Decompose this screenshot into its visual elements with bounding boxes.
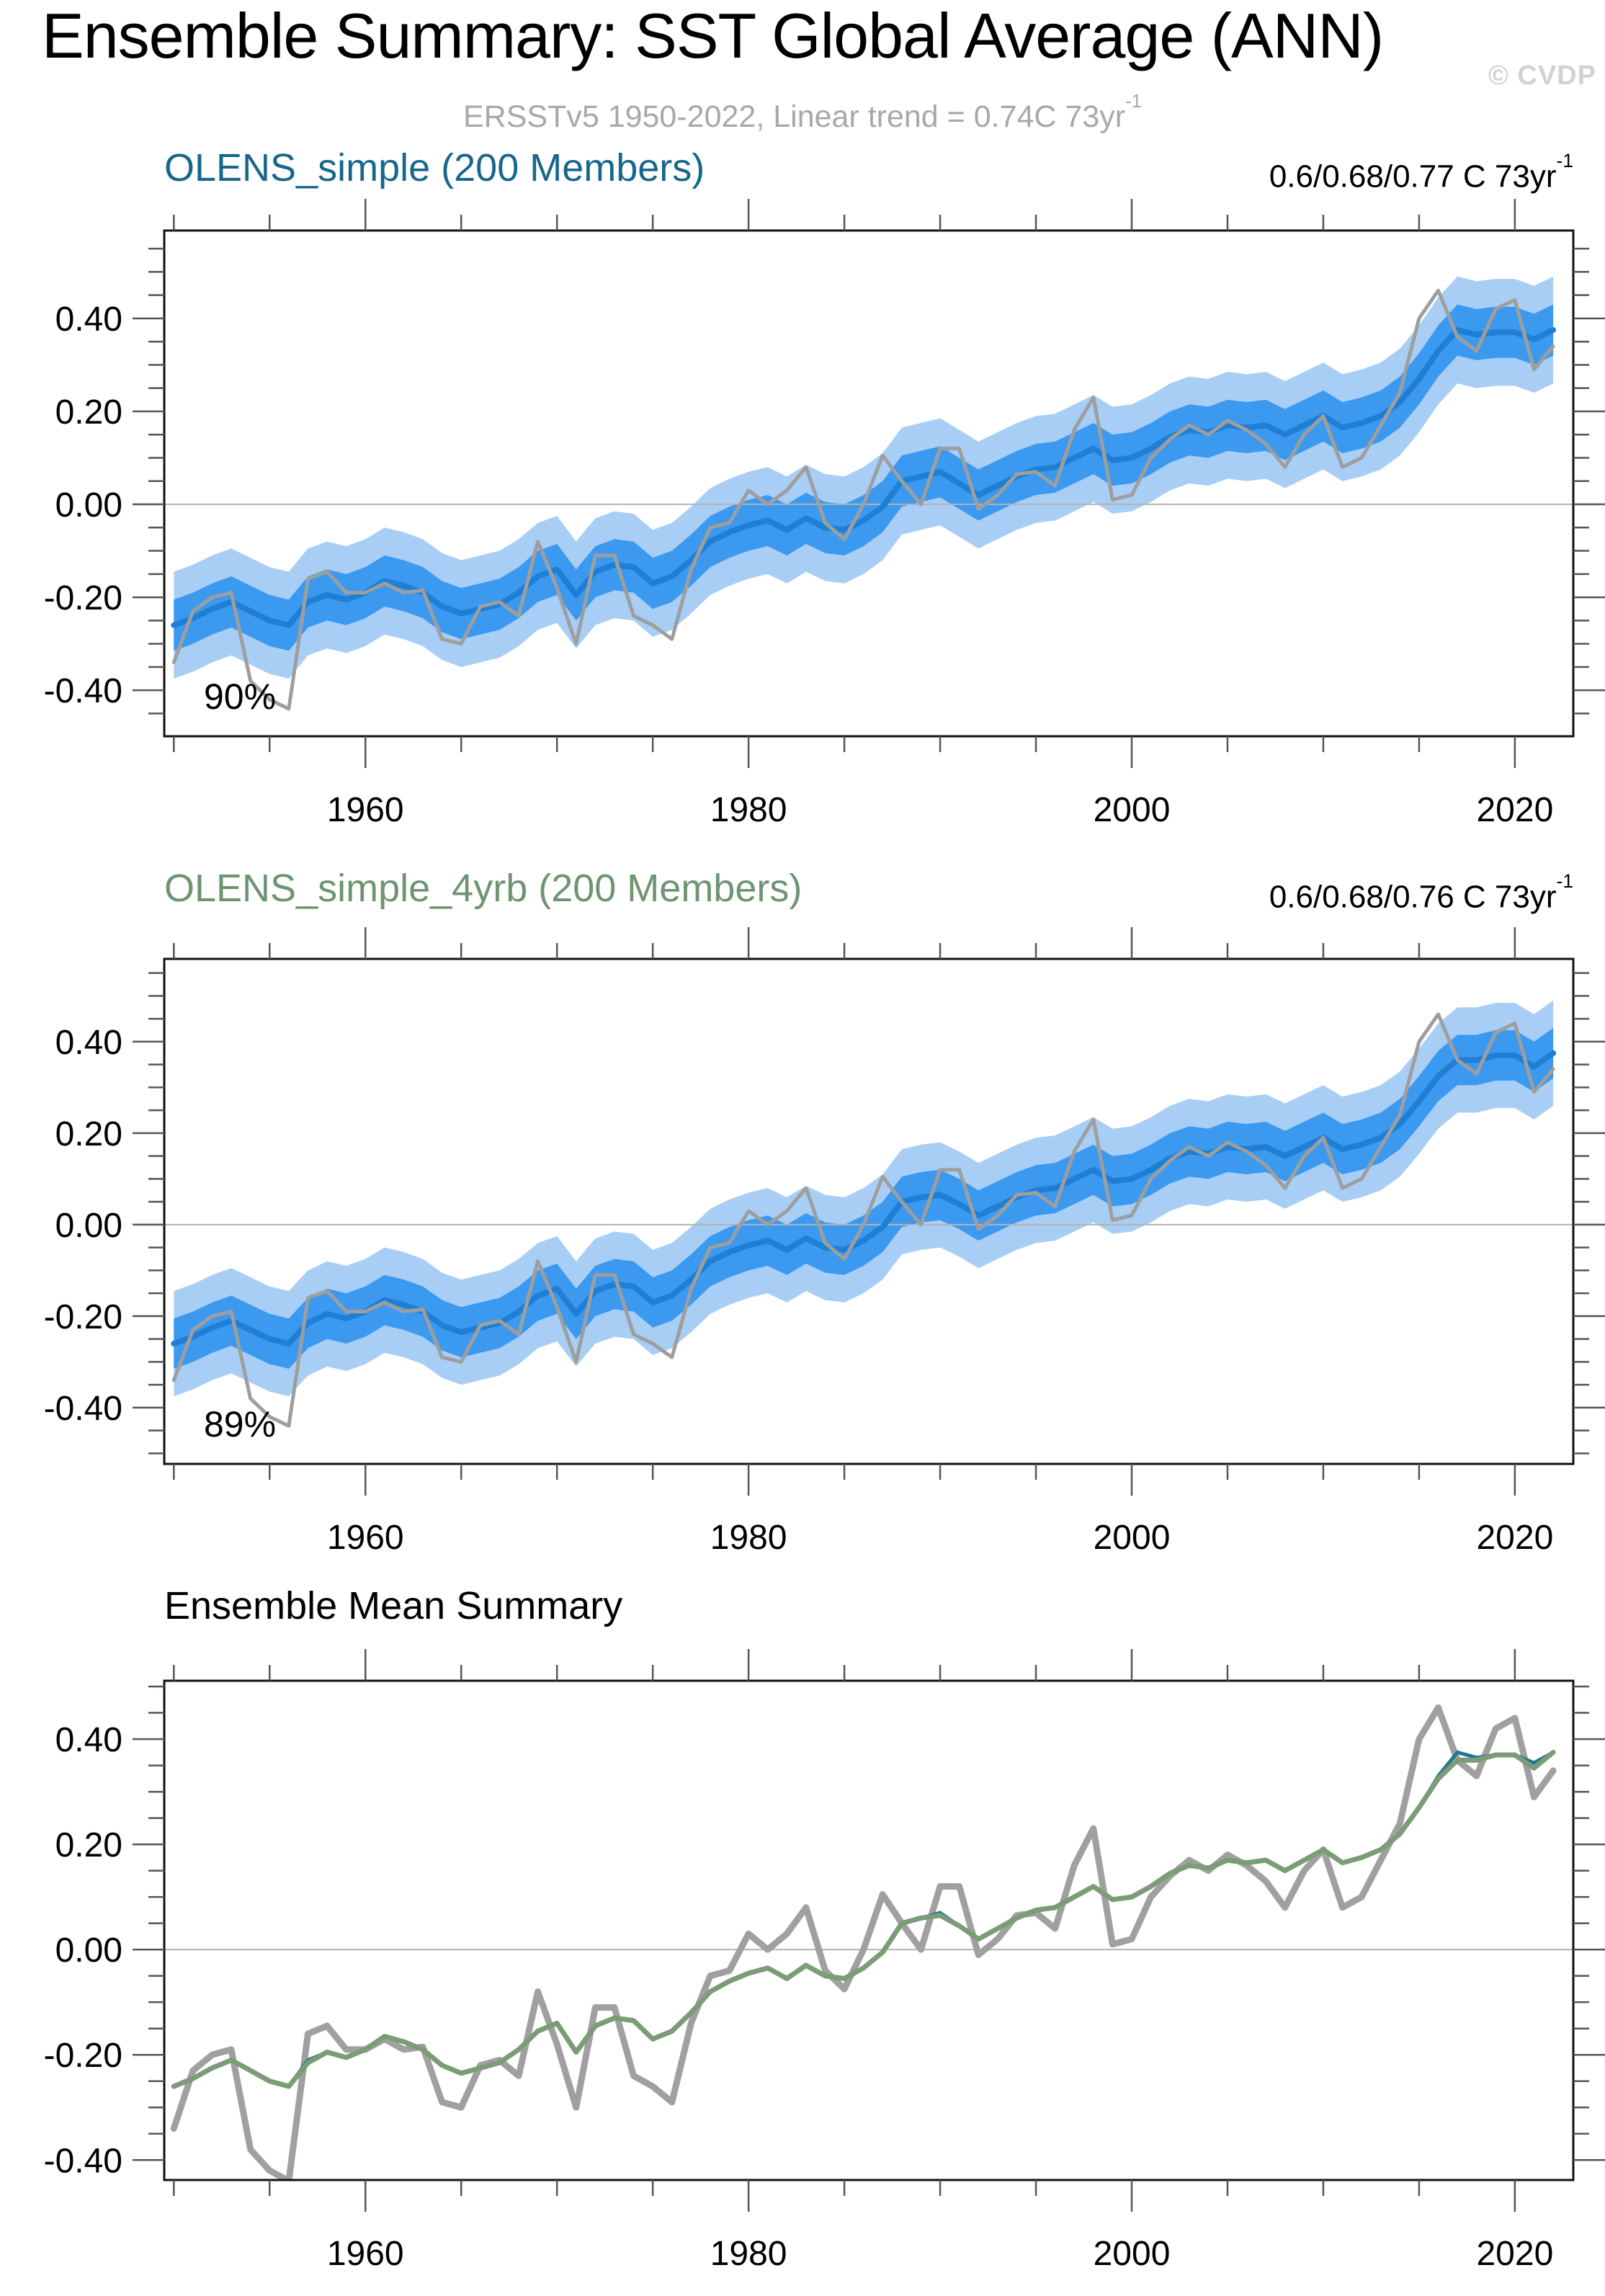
trend-superscript: -1 xyxy=(1556,870,1573,893)
y-axis-tick-label: -0.40 xyxy=(44,1390,122,1428)
trend-text: 0.6/0.68/0.76 C 73yr xyxy=(1269,879,1557,915)
x-axis-tick-label: 2020 xyxy=(1476,791,1553,829)
axis-ticks xyxy=(133,1649,1605,2212)
uncertainty-band-inner xyxy=(174,304,1554,651)
panel-title-ensemble-mean-summary: Ensemble Mean Summary xyxy=(164,1584,623,1627)
obs-ersstv5-line xyxy=(170,1704,1557,2180)
coverage-label: 90% xyxy=(204,676,276,717)
plot-frame xyxy=(163,1679,1575,2181)
y-axis-tick-label: 0.40 xyxy=(55,1024,122,1062)
cvdp-watermark: © CVDP xyxy=(1488,61,1596,91)
x-axis-tick-label: 1980 xyxy=(710,2235,787,2273)
plot-frame xyxy=(163,229,1575,738)
x-axis-tick-label: 2020 xyxy=(1476,2235,1553,2273)
x-axis-tick-label: 1960 xyxy=(327,791,404,829)
y-axis-tick-label: -0.40 xyxy=(44,2142,122,2180)
obs-ersstv5-line xyxy=(171,288,1555,711)
trend-superscript: -1 xyxy=(1556,150,1573,172)
page-subtitle: ERSSTv5 1950-2022, Linear trend = 0.74C … xyxy=(0,91,1605,135)
axis-ticks xyxy=(133,927,1605,1496)
x-axis-tick-label: 2020 xyxy=(1476,1519,1553,1557)
x-axis-tick-label: 2000 xyxy=(1094,791,1171,829)
page-title: Ensemble Summary: SST Global Average (AN… xyxy=(42,0,1384,71)
obs-ersstv5-line xyxy=(171,1012,1555,1428)
y-axis-tick-label: 0.00 xyxy=(55,1207,122,1245)
y-axis-tick-label: -0.20 xyxy=(44,1298,122,1336)
subtitle-superscript: -1 xyxy=(1125,91,1143,112)
panel-olens_simple_4yrb: -0.40 -0.20 0.00 0.20 0.40 1960 1980 2000 2020 89… xyxy=(44,927,1605,1557)
x-axis-tick-label: 2000 xyxy=(1094,1519,1171,1557)
trend-label-olens-simple-4yrb: 0.6/0.68/0.76 C 73yr-1 xyxy=(1269,870,1573,916)
panel-ensemble_mean_summary: -0.40 -0.20 0.00 0.20 0.40 1960 1980 2000 2020 xyxy=(44,1649,1605,2273)
x-axis-tick-label: 1960 xyxy=(327,1519,404,1557)
panel-olens_simple: -0.40 -0.20 0.00 0.20 0.40 1960 1980 2000 2020 90… xyxy=(44,199,1605,829)
olens-simple-4yrb-mean-line xyxy=(171,1749,1556,2089)
x-axis-tick-label: 1960 xyxy=(327,2235,404,2273)
y-axis-tick-label: -0.20 xyxy=(44,2037,122,2075)
trend-text: 0.6/0.68/0.77 C 73yr xyxy=(1269,158,1557,195)
y-axis-tick-label: 0.00 xyxy=(55,1931,122,1970)
trend-label-olens-simple: 0.6/0.68/0.77 C 73yr-1 xyxy=(1269,150,1573,195)
plot-frame xyxy=(163,957,1575,1465)
y-axis-tick-label: 0.20 xyxy=(55,1115,122,1153)
y-axis-tick-label: 0.40 xyxy=(55,1721,122,1759)
y-axis-tick-label: 0.40 xyxy=(55,300,122,339)
coverage-label: 89% xyxy=(204,1404,276,1444)
uncertainty-band-outer xyxy=(174,1000,1554,1397)
panel-title-olens-simple: OLENS_simple (200 Members) xyxy=(164,146,705,189)
x-axis-tick-label: 1980 xyxy=(710,791,787,829)
x-axis-tick-label: 2000 xyxy=(1094,2235,1171,2273)
x-axis-tick-label: 1980 xyxy=(710,1519,787,1557)
subtitle-text: ERSSTv5 1950-2022, Linear trend = 0.74C … xyxy=(462,99,1126,134)
uncertainty-band-inner xyxy=(174,1027,1554,1369)
uncertainty-band-outer xyxy=(174,276,1554,679)
y-axis-tick-label: 0.00 xyxy=(55,486,122,524)
y-axis-tick-label: -0.20 xyxy=(44,579,122,617)
axis-ticks xyxy=(133,199,1605,768)
panel-title-olens-simple-4yrb: OLENS_simple_4yrb (200 Members) xyxy=(164,867,802,910)
y-axis-tick-label: -0.40 xyxy=(44,672,122,710)
y-axis-tick-label: 0.20 xyxy=(55,1826,122,1864)
y-axis-tick-label: 0.20 xyxy=(55,393,122,432)
